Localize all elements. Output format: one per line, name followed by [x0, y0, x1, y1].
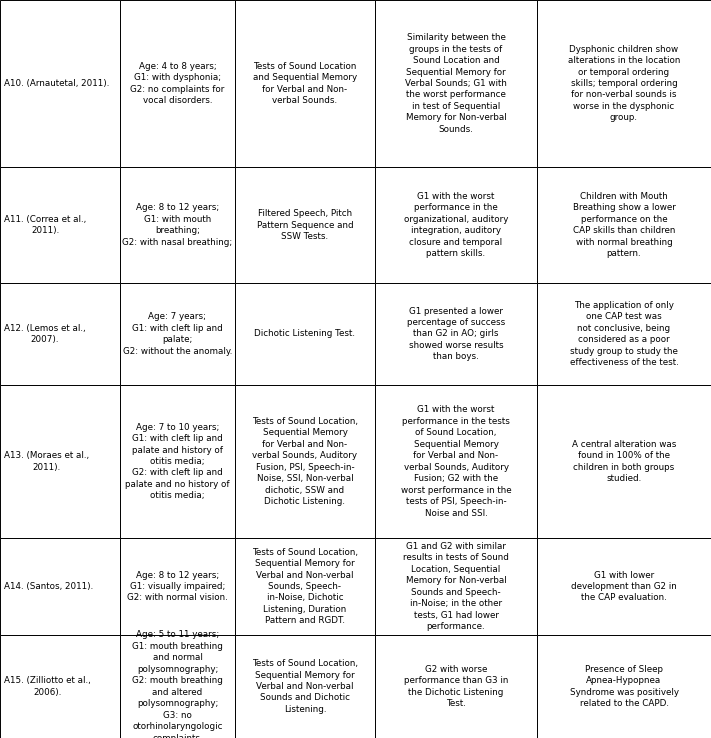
- Bar: [120, 538, 235, 635]
- Text: Tests of Sound Location,
Sequential Memory
for Verbal and Non-
verbal Sounds, Au: Tests of Sound Location, Sequential Memo…: [252, 417, 358, 506]
- Bar: [0, 385, 120, 538]
- Text: Age: 5 to 11 years;
G1: mouth breathing
and normal
polysomnography;
G2: mouth br: Age: 5 to 11 years; G1: mouth breathing …: [132, 630, 223, 738]
- Text: The application of only
one CAP test was
not conclusive, being
considered as a p: The application of only one CAP test was…: [570, 301, 678, 367]
- Text: A12. (Lemos et al.,
2007).: A12. (Lemos et al., 2007).: [4, 324, 85, 344]
- Bar: [235, 0, 375, 167]
- Bar: [120, 0, 235, 167]
- Text: Age: 8 to 12 years;
G1: visually impaired;
G2: with normal vision.: Age: 8 to 12 years; G1: visually impaire…: [127, 570, 228, 602]
- Text: G1 presented a lower
percentage of success
than G2 in AO; girls
showed worse res: G1 presented a lower percentage of succe…: [407, 306, 505, 362]
- Text: G1 with the worst
performance in the tests
of Sound Location,
Sequential Memory
: G1 with the worst performance in the tes…: [401, 405, 511, 517]
- Bar: [375, 635, 537, 738]
- Text: Similarity between the
groups in the tests of
Sound Location and
Sequential Memo: Similarity between the groups in the tes…: [405, 33, 507, 134]
- Bar: [120, 385, 235, 538]
- Text: Filtered Speech, Pitch
Pattern Sequence and
SSW Tests.: Filtered Speech, Pitch Pattern Sequence …: [257, 209, 353, 241]
- Bar: [0, 538, 120, 635]
- Text: Age: 4 to 8 years;
G1: with dysphonia;
G2: no complaints for
vocal disorders.: Age: 4 to 8 years; G1: with dysphonia; G…: [130, 62, 225, 106]
- Bar: [235, 385, 375, 538]
- Bar: [375, 385, 537, 538]
- Text: A central alteration was
found in 100% of the
children in both groups
studied.: A central alteration was found in 100% o…: [572, 440, 676, 483]
- Bar: [120, 635, 235, 738]
- Bar: [0, 283, 120, 385]
- Text: Age: 8 to 12 years;
G1: with mouth
breathing;
G2: with nasal breathing;: Age: 8 to 12 years; G1: with mouth breat…: [122, 204, 232, 246]
- Text: Tests of Sound Location,
Sequential Memory for
Verbal and Non-verbal
Sounds and : Tests of Sound Location, Sequential Memo…: [252, 659, 358, 714]
- Bar: [375, 283, 537, 385]
- Text: G1 and G2 with similar
results in tests of Sound
Location, Sequential
Memory for: G1 and G2 with similar results in tests …: [403, 542, 509, 631]
- Bar: [537, 167, 711, 283]
- Text: A13. (Moraes et al.,
2011).: A13. (Moraes et al., 2011).: [4, 451, 89, 472]
- Bar: [375, 0, 537, 167]
- Text: A11. (Correa et al.,
2011).: A11. (Correa et al., 2011).: [4, 215, 86, 235]
- Bar: [375, 167, 537, 283]
- Text: Tests of Sound Location
and Sequential Memory
for Verbal and Non-
verbal Sounds.: Tests of Sound Location and Sequential M…: [253, 62, 357, 106]
- Bar: [235, 283, 375, 385]
- Bar: [120, 283, 235, 385]
- Bar: [375, 538, 537, 635]
- Text: A15. (Zilliotto et al.,
2006).: A15. (Zilliotto et al., 2006).: [4, 676, 91, 697]
- Bar: [0, 635, 120, 738]
- Text: G2 with worse
performance than G3 in
the Dichotic Listening
Test.: G2 with worse performance than G3 in the…: [404, 665, 508, 708]
- Text: Presence of Sleep
Apnea-Hypopnea
Syndrome was positively
related to the CAPD.: Presence of Sleep Apnea-Hypopnea Syndrom…: [570, 665, 678, 708]
- Bar: [0, 167, 120, 283]
- Bar: [537, 635, 711, 738]
- Bar: [0, 0, 120, 167]
- Bar: [235, 167, 375, 283]
- Bar: [537, 538, 711, 635]
- Bar: [537, 385, 711, 538]
- Text: G1 with lower
development than G2 in
the CAP evaluation.: G1 with lower development than G2 in the…: [571, 570, 677, 602]
- Bar: [235, 538, 375, 635]
- Text: Dichotic Listening Test.: Dichotic Listening Test.: [255, 329, 356, 339]
- Text: Dysphonic children show
alterations in the location
or temporal ordering
skills;: Dysphonic children show alterations in t…: [568, 45, 680, 123]
- Text: A14. (Santos, 2011).: A14. (Santos, 2011).: [4, 582, 93, 591]
- Bar: [537, 0, 711, 167]
- Text: Age: 7 years;
G1: with cleft lip and
palate;
G2: without the anomaly.: Age: 7 years; G1: with cleft lip and pal…: [123, 312, 232, 356]
- Bar: [235, 635, 375, 738]
- Text: Age: 7 to 10 years;
G1: with cleft lip and
palate and history of
otitis media;
G: Age: 7 to 10 years; G1: with cleft lip a…: [125, 423, 230, 500]
- Text: Children with Mouth
Breathing show a lower
performance on the
CAP skills than ch: Children with Mouth Breathing show a low…: [572, 192, 675, 258]
- Text: Tests of Sound Location,
Sequential Memory for
Verbal and Non-verbal
Sounds, Spe: Tests of Sound Location, Sequential Memo…: [252, 548, 358, 625]
- Bar: [537, 283, 711, 385]
- Bar: [120, 167, 235, 283]
- Text: A10. (Arnautetal, 2011).: A10. (Arnautetal, 2011).: [4, 79, 109, 88]
- Text: G1 with the worst
performance in the
organizational, auditory
integration, audit: G1 with the worst performance in the org…: [404, 192, 508, 258]
